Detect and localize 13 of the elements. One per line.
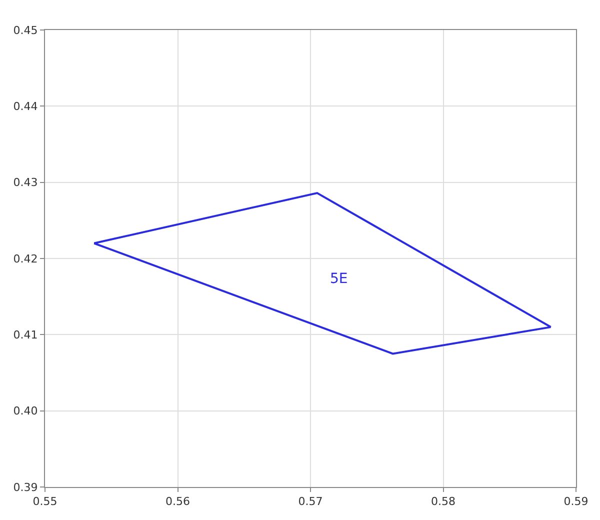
y-tick-label: 0.43 [13,176,38,190]
x-tick-label: 0.59 [564,495,588,508]
x-tick-label: 0.58 [431,495,456,508]
y-tick-label: 0.41 [13,328,38,342]
y-tick-label: 0.44 [13,100,38,114]
x-tick-label: 0.57 [298,495,323,508]
y-tick-label: 0.42 [13,252,38,266]
x-tick-label: 0.55 [32,495,58,508]
annotation: 5E [330,271,348,287]
y-tick-label: 0.40 [13,404,38,418]
y-tick-label: 0.39 [13,480,38,494]
x-tick-label: 0.56 [166,495,190,508]
y-tick-label: 0.45 [13,24,38,37]
